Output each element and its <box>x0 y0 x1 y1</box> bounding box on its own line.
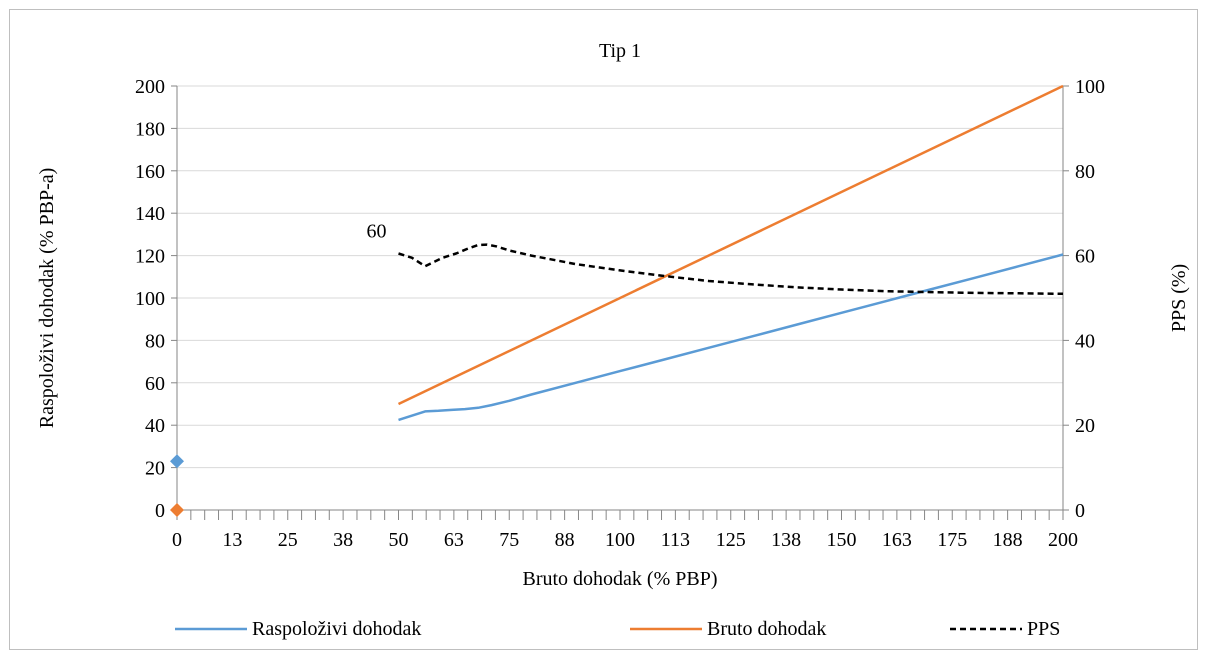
x-tick-label: 113 <box>661 529 690 551</box>
right-y-tick-label: 40 <box>1075 330 1095 352</box>
legend-entry: PPS <box>1027 618 1060 640</box>
x-tick-label: 38 <box>333 529 353 551</box>
right-y-tick-label: 100 <box>1075 76 1105 98</box>
x-tick-label: 13 <box>222 529 242 551</box>
legend: Raspoloživi dohodak Bruto dohodak PPS <box>175 618 1060 640</box>
right-y-tick-label: 20 <box>1075 415 1095 437</box>
left-y-tick-label: 0 <box>155 500 165 522</box>
x-tick-label: 75 <box>499 529 519 551</box>
x-axis-ticks: 0 13 25 38 50 63 75 88 100 113 125 138 150 163 175 188 2… <box>172 510 1078 551</box>
x-tick-label: 50 <box>389 529 409 551</box>
left-y-tick-label: 60 <box>145 373 165 395</box>
diamond-marker <box>170 454 184 469</box>
x-tick-label: 150 <box>827 529 857 551</box>
right-y-tick-label: 80 <box>1075 161 1095 183</box>
left-y-tick-label: 140 <box>135 203 165 225</box>
x-tick-label: 163 <box>882 529 912 551</box>
series-line-raspolo-ivi-dohodak <box>398 253 1064 422</box>
annotations: 60 <box>367 220 387 242</box>
x-tick-label: 188 <box>993 529 1023 551</box>
x-tick-label: 175 <box>937 529 967 551</box>
diamond-marker <box>170 503 184 517</box>
series-line-bruto-dohodak <box>397 84 1064 406</box>
x-tick-label: 138 <box>771 529 801 551</box>
x-axis-label: Bruto dohodak (% PBP) <box>523 568 718 590</box>
right-y-axis-ticks: 0 20 40 60 80 100 <box>1063 76 1105 522</box>
x-tick-label: 88 <box>555 529 575 551</box>
x-tick-label: 100 <box>605 529 635 551</box>
series-lines <box>397 84 1064 422</box>
left-y-tick-label: 80 <box>145 330 165 352</box>
x-tick-label: 0 <box>172 529 182 551</box>
legend-entry: Bruto dohodak <box>707 618 826 640</box>
left-y-tick-label: 40 <box>145 415 165 437</box>
x-tick-label: 25 <box>278 529 298 551</box>
x-tick-label: 125 <box>716 529 746 551</box>
right-y-tick-label: 60 <box>1075 246 1095 268</box>
legend-entry: Raspoloživi dohodak <box>252 618 421 640</box>
right-y-axis-label: PPS (%) <box>1168 264 1190 332</box>
right-y-tick-label: 0 <box>1075 500 1085 522</box>
data-label: 60 <box>367 220 387 242</box>
series-line-pps <box>398 243 1064 296</box>
left-y-tick-label: 120 <box>135 246 165 268</box>
left-y-tick-label: 160 <box>135 161 165 183</box>
x-tick-label: 63 <box>444 529 464 551</box>
x-tick-label: 200 <box>1048 529 1078 551</box>
left-y-axis-ticks: 0 20 40 60 80 100 120 140 160 180 200 <box>135 76 177 522</box>
left-y-tick-label: 20 <box>145 458 165 480</box>
left-y-tick-label: 100 <box>135 288 165 310</box>
left-y-tick-label: 180 <box>135 118 165 140</box>
data-markers <box>170 454 184 517</box>
left-y-tick-label: 200 <box>135 76 165 98</box>
gridlines <box>177 85 1063 469</box>
left-y-axis-label: Raspoloživi dohodak (% PBP-a) <box>36 168 58 429</box>
chart-title: Tip 1 <box>599 40 641 62</box>
